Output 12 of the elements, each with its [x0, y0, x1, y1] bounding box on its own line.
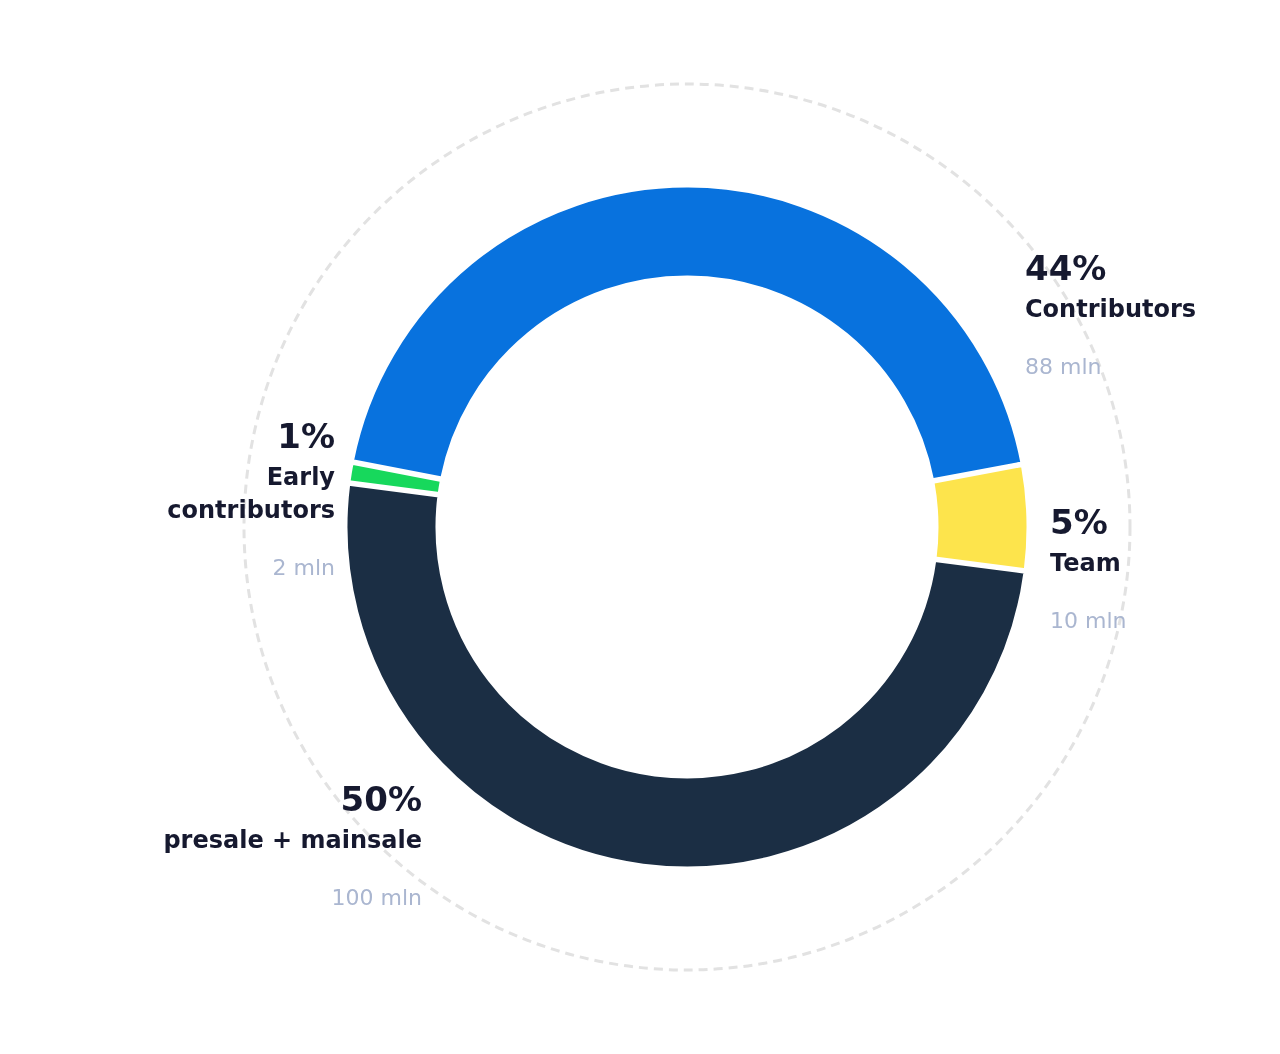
text: 2 mln [272, 555, 335, 580]
text: 10 mln [1050, 608, 1127, 633]
slice-label: Team [1050, 549, 1121, 577]
data-label: 1% [277, 416, 335, 456]
data-label: 44% [1025, 248, 1107, 288]
slice-label: presale + mainsale [163, 826, 422, 854]
text: 88 mln [1025, 354, 1102, 379]
data-label: 50% [340, 779, 422, 819]
text: 100 mln [331, 885, 422, 910]
slice-label: Contributors [1025, 295, 1197, 323]
data-label: 5% [1050, 502, 1108, 542]
slice-label: Early contributors [167, 463, 336, 524]
